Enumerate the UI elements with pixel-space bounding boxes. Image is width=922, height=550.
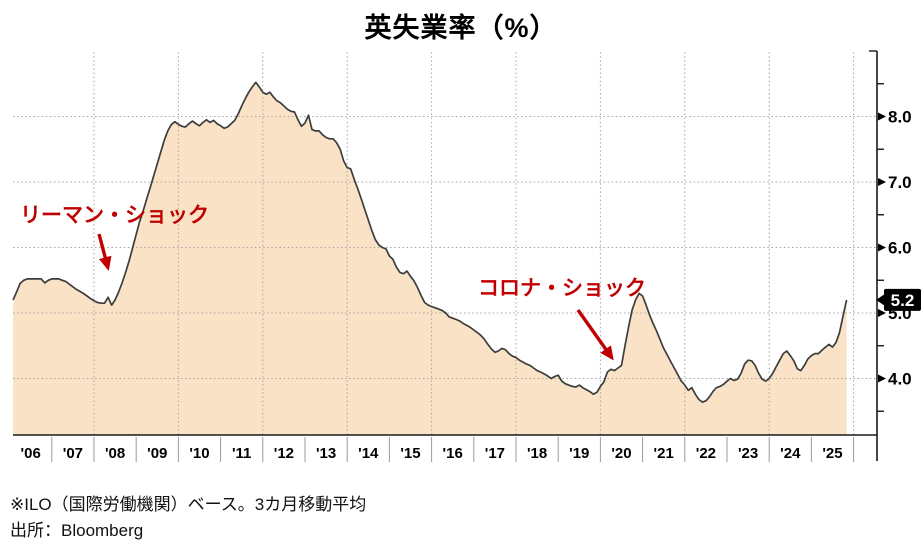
y-axis-label: 7.0	[888, 173, 912, 192]
axes: 4.05.06.07.08.0'06'07'08'09'10'11'12'13 '…	[13, 50, 912, 462]
x-axis-label: '24	[780, 445, 801, 462]
x-axis-label: '22	[696, 445, 716, 462]
x-axis-label: '10	[189, 445, 209, 462]
x-axis-label: '18	[527, 445, 547, 462]
x-axis-label: '13	[316, 445, 336, 462]
area-fill-group	[13, 82, 847, 436]
x-axis-label: '17	[485, 445, 505, 462]
unemployment-line	[12, 81, 848, 403]
y-axis-label: 6.0	[888, 239, 912, 258]
badge-box	[884, 288, 921, 311]
chart-title: 英失業率（%）	[364, 13, 558, 43]
x-axis-label: '14	[358, 445, 379, 462]
y-major-tick	[878, 374, 886, 383]
y-major-tick	[878, 243, 886, 252]
covid-arrow	[576, 309, 614, 361]
x-axis-label: '08	[105, 445, 125, 462]
y-major-tick	[878, 112, 886, 121]
x-axis-label: '25	[822, 445, 842, 462]
x-axis-label: '07	[63, 445, 83, 462]
x-axis-label: '20	[611, 445, 631, 462]
covid-shock-annotation: コロナ・ショック	[478, 277, 646, 300]
x-axis-label: '11	[232, 445, 251, 462]
x-axis-label: '12	[274, 445, 294, 462]
area-fill	[13, 82, 847, 436]
badge-pointer-icon	[876, 293, 885, 306]
lehman-arrow	[97, 233, 112, 271]
x-axis-label: '23	[738, 445, 758, 462]
y-major-tick	[878, 178, 886, 186]
current-value-badge: 5.2	[876, 288, 921, 311]
lehman-shock-annotation: リーマン・ショック	[20, 204, 209, 227]
x-axis-label: '09	[147, 445, 167, 462]
footnote-area: ※ILO（国際労働機関）ベース。3カ月移動平均 出所：Bloomberg	[10, 492, 366, 545]
x-axis-label: '16	[443, 445, 463, 462]
x-axis-label: '21	[654, 445, 674, 462]
footnote-source: 出所：Bloomberg	[10, 521, 144, 541]
y-major-tick	[878, 309, 886, 317]
unemployment-line-group	[12, 81, 848, 403]
y-axis-label: 4.0	[888, 370, 912, 389]
unemployment-chart: 4.05.06.07.08.0'06'07'08'09'10'11'12'13 '…	[12, 50, 921, 462]
x-axis-label: '06	[21, 445, 41, 462]
footnote-ilo: ※ILO（国際労働機関）ベース。3カ月移動平均	[10, 495, 367, 514]
y-axis-label: 8.0	[888, 108, 912, 127]
badge-value: 5.2	[891, 291, 915, 310]
x-axis-label: '19	[569, 445, 589, 462]
x-axis-label: '15	[400, 445, 420, 462]
